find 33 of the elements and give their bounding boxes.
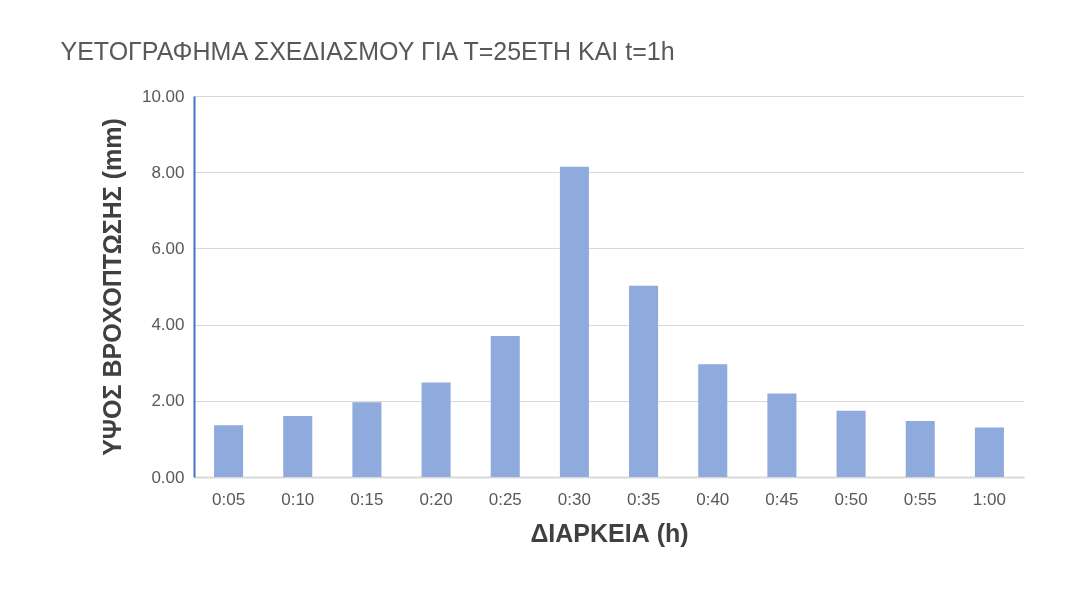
bar [629, 285, 659, 477]
y-tick-label: 6.00 [151, 238, 185, 258]
bar [836, 410, 866, 477]
bar [490, 336, 520, 477]
x-tick-label: 0:45 [765, 489, 799, 509]
bar [421, 382, 451, 477]
x-tick-label: 0:35 [627, 489, 661, 509]
x-axis-title: ΔΙΑΡΚΕΙΑ (h) [530, 518, 689, 547]
bar [352, 402, 382, 477]
bar [698, 364, 728, 477]
x-tick-label: 0:25 [488, 489, 522, 509]
bar [283, 416, 313, 477]
x-tick-label: 0:10 [281, 489, 315, 509]
y-axis-title: ΥΨΟΣ ΒΡΟΧΟΠΤΩΣΗΣ (mm) [97, 118, 126, 456]
chart-title: ΥΕΤΟΓΡΑΦΗΜΑ ΣΧΕΔΙΑΣΜΟΥ ΓΙΑ Τ=25ΕΤΗ ΚΑΙ t=1h [60, 37, 675, 65]
bar [974, 427, 1004, 477]
x-tick-label: 1:00 [972, 489, 1006, 509]
x-tick-label: 0:55 [903, 489, 937, 509]
x-tick-label: 0:15 [350, 489, 384, 509]
x-tick-label: 0:40 [696, 489, 730, 509]
y-tick-label: 2.00 [151, 391, 185, 411]
bar [559, 166, 589, 477]
bar [905, 420, 935, 477]
x-tick-label: 0:05 [212, 489, 246, 509]
bar [767, 393, 797, 477]
y-tick-label: 4.00 [151, 315, 185, 335]
x-tick-label: 0:30 [557, 489, 591, 509]
x-tick-label: 0:20 [419, 489, 453, 509]
bar [214, 425, 244, 477]
y-tick-label: 0.00 [151, 467, 185, 487]
y-tick-label: 8.00 [151, 162, 185, 182]
x-tick-label: 0:50 [834, 489, 868, 509]
y-tick-label: 10.00 [141, 86, 185, 106]
